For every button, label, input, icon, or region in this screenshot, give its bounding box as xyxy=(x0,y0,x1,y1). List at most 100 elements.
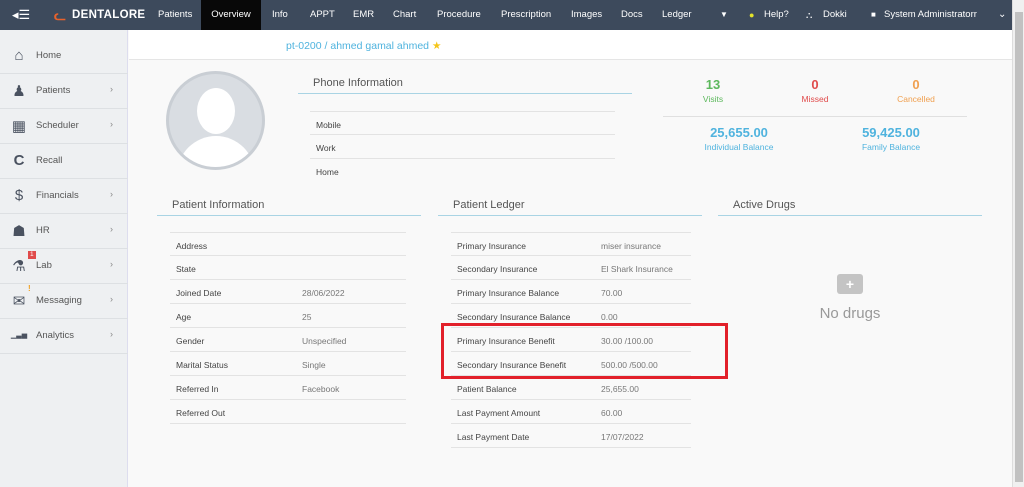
patient-title: pt-0200 / ahmed gamal ahmed ★ xyxy=(286,40,441,52)
missed-label: Missed xyxy=(801,94,829,104)
star-icon[interactable]: ★ xyxy=(431,40,442,52)
ledger-label: Primary Insurance xyxy=(457,241,526,251)
sidebar: ⌂ Home ♟ Patients › ▦ Scheduler › C Recall $ Fi… xyxy=(0,30,128,487)
ledger-row: Secondary Insurance Balance 0.00 xyxy=(451,304,691,328)
phone-row: Work xyxy=(310,135,615,159)
active-drugs-header: Active Drugs xyxy=(718,199,982,216)
ledger-label: Primary Insurance Balance xyxy=(457,288,560,298)
nav-chart[interactable]: Chart xyxy=(393,9,417,20)
info-label: State xyxy=(176,264,196,274)
sidebar-item-home[interactable]: ⌂ Home xyxy=(0,39,128,74)
sidebar-item-messaging[interactable]: ✉! Messaging › xyxy=(0,284,128,319)
phone-label: Home xyxy=(316,167,339,177)
info-row: Gender Unspecified xyxy=(170,328,406,352)
brand[interactable]: DENTALORE xyxy=(72,9,146,21)
top-navbar: ◂☰ ᓚ DENTALORE Patients Overview Info AP… xyxy=(0,0,1012,30)
sidebar-item-lab[interactable]: ⚗ 1 Lab › xyxy=(0,249,128,284)
sidebar-item-label: Lab xyxy=(36,260,52,271)
nav-overview[interactable]: Overview xyxy=(201,0,261,30)
ledger-value: miser insurance xyxy=(601,241,661,251)
calendar-icon: ▦ xyxy=(11,118,27,135)
sidebar-item-label: Patients xyxy=(36,85,71,96)
chevron-right-icon: › xyxy=(110,119,113,129)
cancelled-count: 0 xyxy=(912,77,920,92)
sitemap-icon: ⛬ xyxy=(806,10,813,20)
ledger-row: Primary Insurance miser insurance xyxy=(451,232,691,256)
nav-ledger[interactable]: Ledger xyxy=(662,9,692,20)
highlight-box xyxy=(441,323,728,379)
ledger-value: 60.00 xyxy=(601,408,623,418)
cancelled-label: Cancelled xyxy=(897,94,935,104)
scrollbar[interactable] xyxy=(1012,0,1024,487)
chevron-down-icon[interactable]: ⌄ xyxy=(998,9,1007,20)
nav-patients[interactable]: Patients xyxy=(158,9,193,20)
chevron-right-icon: › xyxy=(110,84,113,94)
ledger-row: Secondary Insurance Benefit 500.00 /500.0… xyxy=(451,352,691,376)
nav-prescription[interactable]: Prescription xyxy=(501,9,552,20)
phone-info-header: Phone Information xyxy=(298,77,632,94)
ledger-label: Patient Balance xyxy=(457,384,517,394)
ledger-value: 70.00 xyxy=(601,288,623,298)
sidebar-item-financials[interactable]: $ Financials › xyxy=(0,179,128,214)
info-row: Joined Date 28/06/2022 xyxy=(170,280,406,304)
sidebar-item-patients[interactable]: ♟ Patients › xyxy=(0,74,128,109)
sidebar-item-label: Analytics xyxy=(36,330,75,341)
ledger-row: Last Payment Amount 60.00 xyxy=(451,400,691,424)
info-value: Single xyxy=(302,360,326,370)
sidebar-item-recall[interactable]: C Recall xyxy=(0,144,128,179)
nav-info[interactable]: Info xyxy=(272,9,288,20)
ledger-row: Primary Insurance Balance 70.00 xyxy=(451,280,691,304)
ledger-value: 0.00 xyxy=(601,312,618,322)
individual-balance-label: Individual Balance xyxy=(704,142,774,152)
family-balance-label: Family Balance xyxy=(861,142,921,152)
missed-stat: 0 Missed xyxy=(755,77,875,104)
info-row: Referred Out xyxy=(170,400,406,424)
nav-procedure[interactable]: Procedure xyxy=(437,9,481,20)
family-balance: 59,425.00 Family Balance xyxy=(831,125,951,152)
nav-images[interactable]: Images xyxy=(571,9,603,20)
flask-icon: ⚗ xyxy=(12,258,26,275)
user-menu[interactable]: System Administratorr xyxy=(884,9,977,20)
chevron-right-icon: › xyxy=(110,224,113,234)
info-label: Gender xyxy=(176,336,205,346)
sidebar-item-label: Scheduler xyxy=(36,120,79,131)
visits-stat: 13 Visits xyxy=(653,77,773,104)
info-value: Unspecified xyxy=(302,336,347,346)
help-link[interactable]: Help? xyxy=(764,9,789,20)
info-label: Address xyxy=(176,241,208,251)
help-chat-icon[interactable]: ● xyxy=(749,10,755,20)
nav-docs[interactable]: Docs xyxy=(621,9,643,20)
divider xyxy=(663,116,967,117)
ledger-value: 30.00 /100.00 xyxy=(601,336,653,346)
sidebar-item-label: Financials xyxy=(36,190,79,201)
ledger-row: Patient Balance 25,655.00 xyxy=(451,376,691,400)
nav-appt[interactable]: APPT xyxy=(310,9,335,20)
sidebar-item-hr[interactable]: ☗ HR › xyxy=(0,214,128,249)
dollar-icon: $ xyxy=(14,187,24,204)
ledger-label: Last Payment Amount xyxy=(457,408,541,418)
clinic-name[interactable]: Dokki xyxy=(823,9,847,20)
refresh-icon: C xyxy=(13,152,25,169)
info-row: Marital Status Single xyxy=(170,352,406,376)
info-label: Marital Status xyxy=(176,360,228,370)
phone-label: Mobile xyxy=(316,120,342,130)
nav-emr[interactable]: EMR xyxy=(353,9,375,20)
ledger-label: Last Payment Date xyxy=(457,432,530,442)
chevron-right-icon: › xyxy=(110,329,113,339)
ledger-row: Secondary Insurance El Shark Insurance xyxy=(451,256,691,280)
patient-name[interactable]: pt-0200 / ahmed gamal ahmed xyxy=(286,40,430,52)
lab-badge: 1 xyxy=(28,251,36,259)
no-drugs-text: No drugs xyxy=(819,305,881,322)
menu-toggle-icon[interactable]: ◂☰ xyxy=(12,7,31,22)
patient-ledger-header: Patient Ledger xyxy=(438,199,702,216)
ledger-label: Secondary Insurance xyxy=(457,264,538,274)
phone-row: Mobile xyxy=(310,111,615,135)
sidebar-item-analytics[interactable]: ▁▃▅ Analytics › xyxy=(0,319,128,354)
info-row: Referred In Facebook xyxy=(170,376,406,400)
info-row: State xyxy=(170,256,406,280)
individual-balance-value: 25,655.00 xyxy=(710,125,768,140)
warning-icon: ! xyxy=(28,284,31,293)
sidebar-item-scheduler[interactable]: ▦ Scheduler › xyxy=(0,109,128,144)
more-dropdown-icon[interactable]: ▼ xyxy=(720,10,728,19)
ledger-label: Primary Insurance Benefit xyxy=(457,336,555,346)
